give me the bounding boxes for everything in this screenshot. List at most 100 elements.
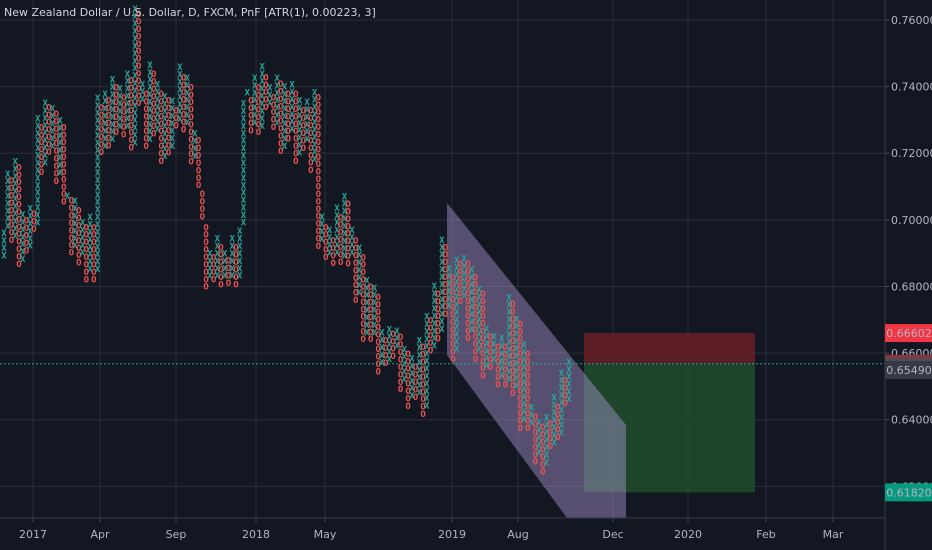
pnf-o-mark: O [316,123,322,133]
pnf-x-mark: X [170,97,176,107]
pnf-x-mark: X [462,284,468,294]
pnf-o-mark: O [203,238,209,248]
pnf-o-mark: O [316,190,322,200]
pnf-o-mark: O [200,197,206,207]
pnf-o-mark: O [99,133,105,143]
pnf-x-mark: X [110,135,116,145]
x-tick-label: 2020 [674,528,702,541]
y-tick-label: 0.70000 [891,214,932,227]
pnf-o-mark: O [226,279,232,289]
pnf-x-mark: X [506,293,512,303]
pnf-x-mark: X [241,152,247,162]
pnf-o-mark: O [76,214,82,224]
pnf-o-mark: O [316,116,322,126]
pnf-x-mark: X [334,211,340,221]
pnf-o-mark: O [338,236,344,246]
pnf-o-mark: O [473,303,479,313]
pnf-o-mark: O [196,181,202,191]
pnf-o-mark: O [196,159,202,169]
pnf-x-mark: X [50,105,56,115]
pnf-x-mark: X [132,42,138,52]
pnf-o-mark: O [286,135,292,145]
take-profit-zone [584,363,755,493]
pnf-o-mark: O [450,281,456,291]
pnf-x-mark: X [536,419,542,429]
pnf-o-mark: O [301,129,307,139]
pnf-x-mark: X [185,111,191,121]
pnf-o-mark: O [555,418,561,428]
pnf-o-mark: O [226,257,232,267]
pnf-x-mark: X [162,144,168,154]
pnf-o-mark: O [263,96,269,106]
pnf-x-mark: X [476,338,482,348]
pnf-o-mark: O [166,126,172,136]
pnf-o-mark: O [375,308,381,318]
pnf-o-mark: O [413,363,419,373]
pnf-o-mark: O [368,320,374,330]
pnf-o-mark: O [533,421,539,431]
pnf-x-mark: X [42,158,48,168]
pnf-o-mark: O [158,149,164,159]
pnf-x-mark: X [312,111,318,121]
pnf-x-mark: X [237,235,243,245]
pnf-o-mark: O [158,90,164,100]
pnf-x-mark: X [409,377,415,387]
pnf-o-mark: O [368,313,374,323]
pnf-o-mark: O [99,111,105,121]
pnf-o-mark: O [405,357,411,367]
pnf-o-mark: O [203,246,209,256]
pnf-o-mark: O [338,243,344,253]
pnf-o-mark: O [420,410,426,420]
pnf-o-mark: O [46,133,52,143]
pnf-o-mark: O [248,104,254,114]
pnf-o-mark: O [428,331,434,341]
pnf-o-mark: O [114,83,120,93]
pnf-x-mark: X [20,210,26,220]
pnf-o-mark: O [286,112,292,122]
pnf-o-mark: O [346,207,352,217]
pnf-x-mark: X [334,219,340,229]
pnf-o-mark: O [548,442,554,452]
pnf-x-mark: X [102,97,108,107]
pnf-x-mark: X [80,234,86,244]
pnf-o-mark: O [143,97,149,107]
time-axis[interactable]: 2017 Apr Sep 2018 May 2019 Aug Dec 2020 Feb Mar [0,517,885,541]
price-axis[interactable]: 0.760000.740000.720000.700000.680000.660… [884,0,932,550]
pnf-o-mark: O [278,80,284,90]
pnf-o-mark: O [563,399,569,409]
pnf-o-mark: O [91,246,97,256]
pnf-x-mark: X [117,85,123,95]
pnf-x-mark: X [304,98,310,108]
pnf-x-mark: X [521,415,527,425]
pnf-o-mark: O [181,125,187,135]
pnf-x-mark: X [417,351,423,361]
pnf-x-mark: X [222,249,228,259]
pnf-x-mark: X [476,323,482,333]
drawing-shapes[interactable] [447,203,755,518]
pnf-x-mark: X [559,413,565,423]
pnf-o-mark: O [323,253,329,263]
pnf-o-mark: O [61,183,67,193]
pnf-x-mark: X [514,374,520,384]
pnf-x-mark: X [312,140,318,150]
pnf-x-mark: X [177,93,183,103]
pnf-x-mark: X [424,350,430,360]
pnf-x-mark: X [20,255,26,265]
pnf-x-mark: X [394,334,400,344]
pnf-x-mark: X [559,376,565,386]
pnf-o-mark: O [510,300,516,310]
pnf-o-mark: O [158,105,164,115]
pnf-o-mark: O [91,238,97,248]
pnf-o-mark: O [488,341,494,351]
y-tick-label: 0.72000 [891,147,932,160]
pnf-x-mark: X [42,151,48,161]
pnf-x-mark: X [155,125,161,135]
pnf-o-mark: O [166,119,172,129]
pnf-x-mark: X [132,49,138,59]
pnf-x-mark: X [259,114,265,124]
pnf-x-mark: X [1,237,7,247]
pnf-o-mark: O [188,135,194,145]
pnf-o-mark: O [31,210,37,220]
pnf-x-mark: X [42,106,48,116]
